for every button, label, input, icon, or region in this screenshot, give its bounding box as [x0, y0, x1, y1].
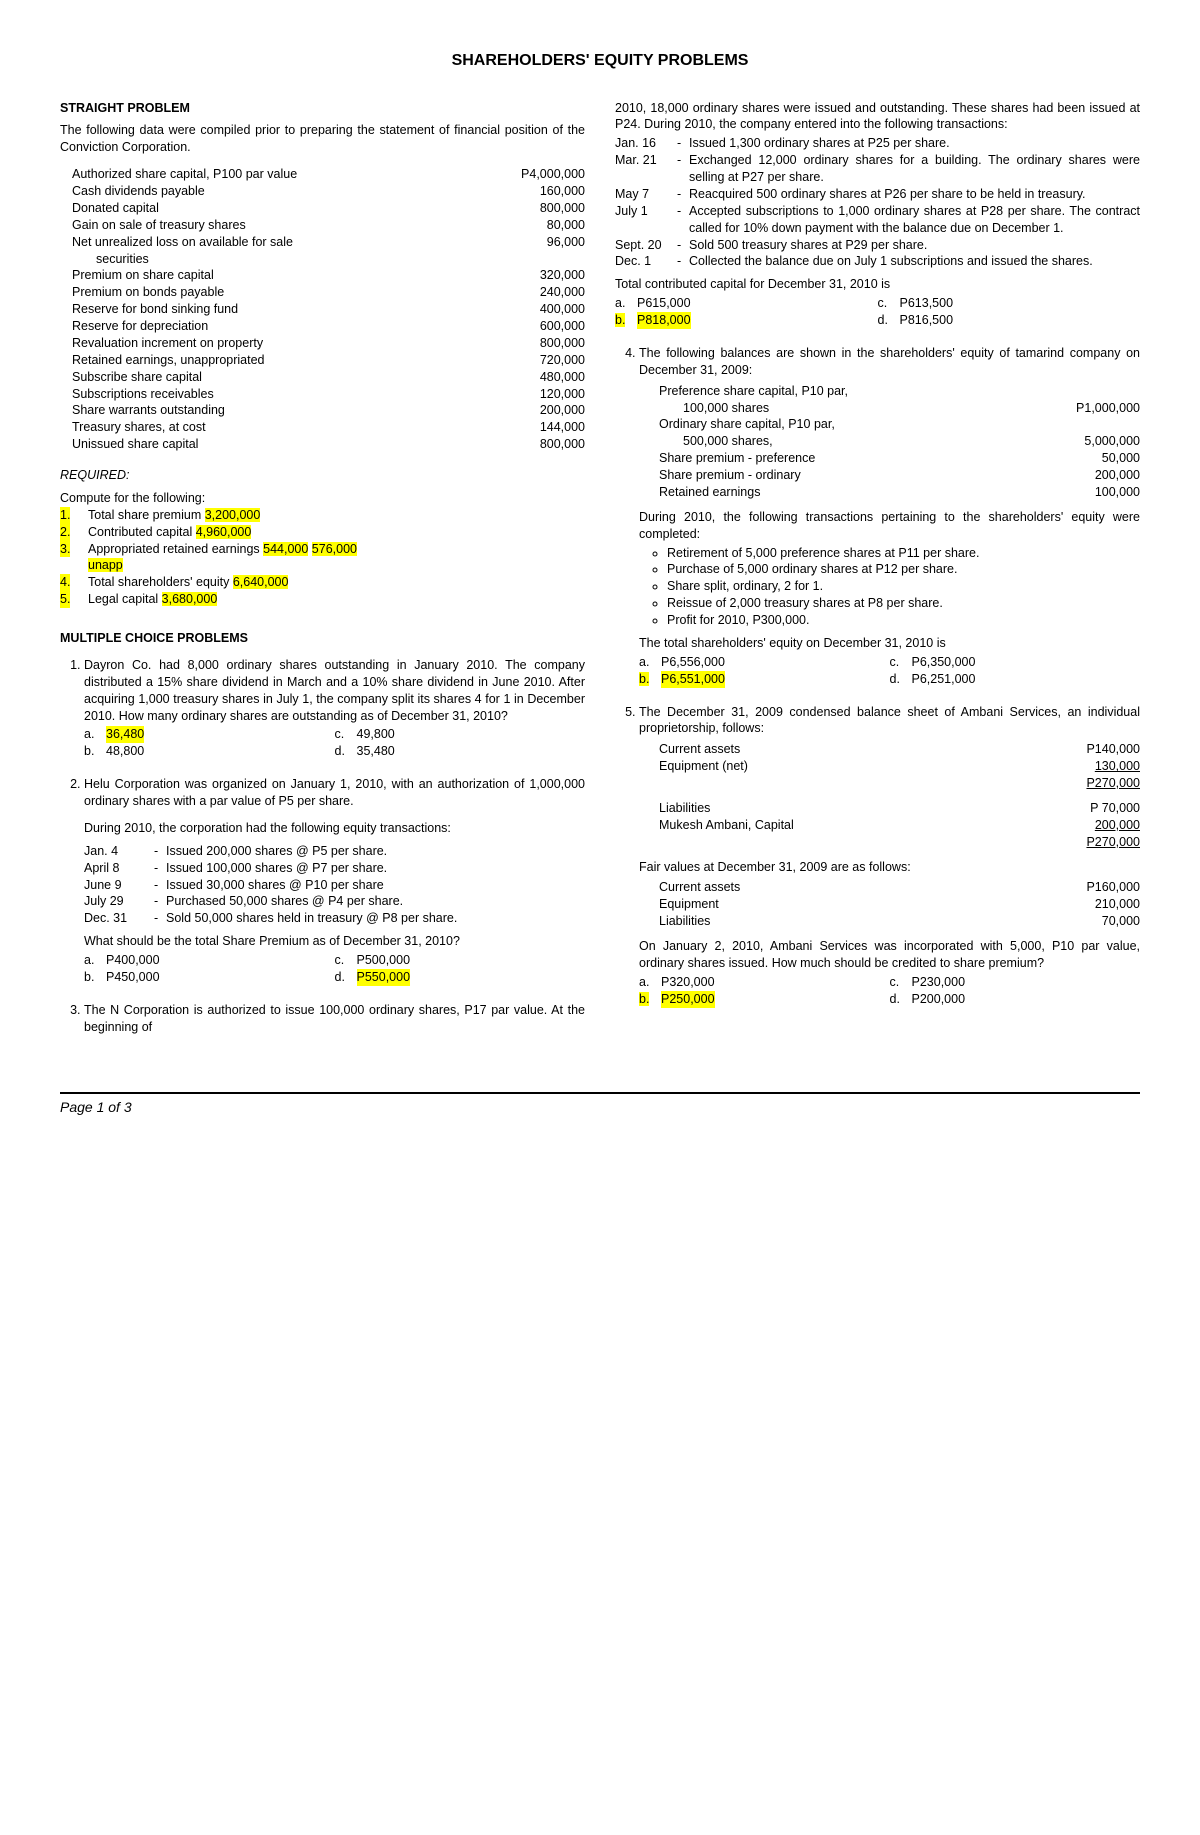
q3-d: P816,500	[900, 312, 954, 329]
left-column: STRAIGHT PROBLEM The following data were…	[60, 100, 585, 1052]
q5-bs1: Current assetsP140,000Equipment (net)130…	[639, 741, 1140, 792]
footer: Page 1 of 3	[60, 1092, 1140, 1117]
required-head: REQUIRED:	[60, 467, 585, 484]
problems-left: Dayron Co. had 8,000 ordinary shares out…	[60, 657, 585, 1036]
q2-c: P500,000	[357, 952, 411, 969]
problems-right: The following balances are shown in the …	[615, 345, 1140, 1008]
q4-a: P6,556,000	[661, 654, 725, 671]
q3-c: P613,500	[900, 295, 954, 312]
q1: Dayron Co. had 8,000 ordinary shares out…	[84, 657, 585, 760]
q4-b: P6,551,000	[661, 671, 725, 688]
q5-choices: a.P320,000 b.P250,000 c.P230,000 d.P200,…	[639, 974, 1140, 1008]
q1-choices: a.36,480 b.48,800 c.49,800 d.35,480	[84, 726, 585, 760]
q3-transactions: Jan. 16-Issued 1,300 ordinary shares at …	[615, 135, 1140, 270]
required-intro: Compute for the following:	[60, 490, 585, 507]
straight-intro: The following data were compiled prior t…	[60, 122, 585, 156]
q3-a: P615,000	[637, 295, 691, 312]
q4-text: The following balances are shown in the …	[639, 345, 1140, 379]
q4-ask: The total shareholders' equity on Decemb…	[639, 635, 1140, 652]
q2-transactions: Jan. 4-Issued 200,000 shares @ P5 per sh…	[84, 843, 585, 927]
mcp-head: MULTIPLE CHOICE PROBLEMS	[60, 630, 585, 647]
q3-b: P818,000	[637, 312, 691, 329]
q2-b: P450,000	[106, 969, 160, 986]
q2: Helu Corporation was organized on Januar…	[84, 776, 585, 986]
q4-balances: Preference share capital, P10 par,100,00…	[639, 383, 1140, 501]
q5-fv: Current assetsP160,000Equipment210,000Li…	[639, 879, 1140, 930]
q4-choices: a.P6,556,000 b.P6,551,000 c.P6,350,000 d…	[639, 654, 1140, 688]
q4-d: P6,251,000	[912, 671, 976, 688]
q2-ask: What should be the total Share Premium a…	[84, 933, 585, 950]
q2-d: P550,000	[357, 969, 411, 986]
q1-d: 35,480	[357, 743, 395, 760]
q5-b: P250,000	[661, 991, 715, 1008]
q2-a: P400,000	[106, 952, 160, 969]
two-column-layout: STRAIGHT PROBLEM The following data were…	[60, 100, 1140, 1052]
q3-text-top: The N Corporation is authorized to issue…	[84, 1002, 585, 1036]
q1-a: 36,480	[106, 726, 144, 743]
q5-text: The December 31, 2009 condensed balance …	[639, 704, 1140, 738]
data-table: Authorized share capital, P100 par value…	[60, 166, 585, 453]
q2-text: Helu Corporation was organized on Januar…	[84, 776, 585, 810]
q2-choices: a.P400,000 b.P450,000 c.P500,000 d.P550,…	[84, 952, 585, 986]
q3-continuation: 2010, 18,000 ordinary shares were issued…	[615, 100, 1140, 134]
q5-fv-head: Fair values at December 31, 2009 are as …	[639, 859, 1140, 876]
page-title: SHAREHOLDERS' EQUITY PROBLEMS	[60, 50, 1140, 72]
q1-b: 48,800	[106, 743, 144, 760]
right-column: 2010, 18,000 ordinary shares were issued…	[615, 100, 1140, 1052]
q3-start: The N Corporation is authorized to issue…	[84, 1002, 585, 1036]
q1-text: Dayron Co. had 8,000 ordinary shares out…	[84, 657, 585, 725]
q2-text2: During 2010, the corporation had the fol…	[84, 820, 585, 837]
q5-c: P230,000	[912, 974, 966, 991]
q5-text2: On January 2, 2010, Ambani Services was …	[639, 938, 1140, 972]
q4-bullets: Retirement of 5,000 preference shares at…	[639, 545, 1140, 629]
q3-choices: a.P615,000 b.P818,000 c.P613,500 d.P816,…	[615, 295, 1140, 329]
straight-head: STRAIGHT PROBLEM	[60, 100, 585, 117]
q5-bs2: LiabilitiesP 70,000Mukesh Ambani, Capita…	[639, 800, 1140, 851]
q5-d: P200,000	[912, 991, 966, 1008]
q1-c: 49,800	[357, 726, 395, 743]
required-list: 1.Total share premium 3,200,0002.Contrib…	[60, 507, 585, 608]
q5: The December 31, 2009 condensed balance …	[639, 704, 1140, 1008]
q4-c: P6,350,000	[912, 654, 976, 671]
q4: The following balances are shown in the …	[639, 345, 1140, 688]
q3-ask: Total contributed capital for December 3…	[615, 276, 1140, 293]
q4-text2: During 2010, the following transactions …	[639, 509, 1140, 543]
q5-a: P320,000	[661, 974, 715, 991]
